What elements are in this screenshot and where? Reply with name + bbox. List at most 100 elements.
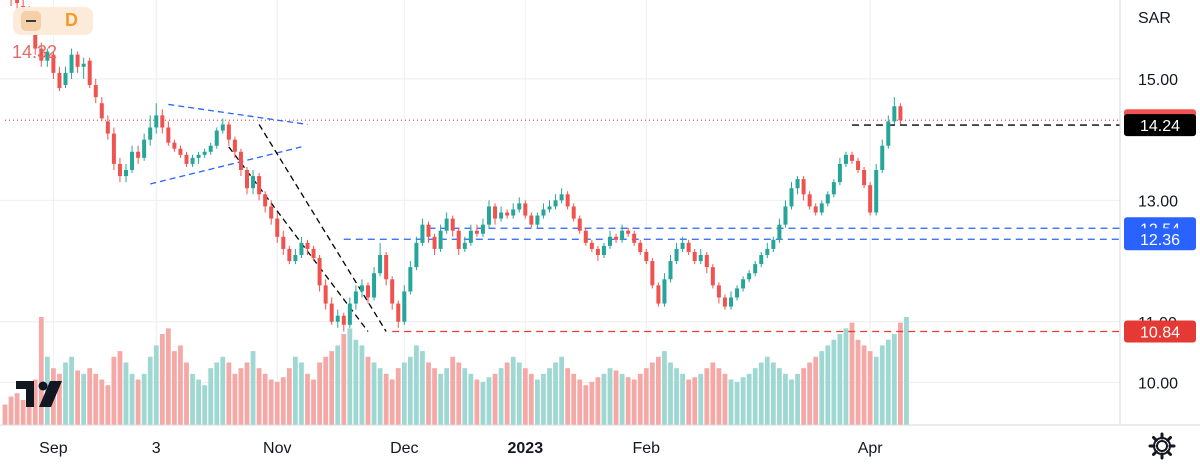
volume-bar bbox=[837, 334, 843, 425]
price-tick-label: 13.00 bbox=[1138, 193, 1178, 210]
volume-bar bbox=[504, 362, 510, 425]
candle-body bbox=[69, 54, 74, 73]
volume-bar bbox=[14, 393, 20, 425]
volume-bar bbox=[885, 339, 891, 425]
volume-bar bbox=[347, 328, 353, 425]
candle-body bbox=[75, 54, 80, 67]
candle-body bbox=[432, 236, 437, 249]
volume-bar bbox=[165, 328, 171, 425]
tradingview-logo-icon bbox=[16, 381, 62, 407]
candle-body bbox=[63, 72, 68, 85]
candle-body bbox=[51, 54, 56, 73]
candle-body bbox=[220, 124, 225, 131]
time-tick-label: Apr bbox=[858, 440, 884, 457]
candle-body bbox=[843, 154, 848, 164]
candle-body bbox=[359, 285, 364, 292]
volume-bar bbox=[879, 345, 885, 425]
volume-bar bbox=[178, 345, 183, 425]
candle-body bbox=[366, 285, 370, 298]
collapse-icon[interactable] bbox=[21, 11, 41, 31]
candle-body bbox=[716, 285, 721, 298]
candle-body bbox=[595, 248, 600, 255]
volume-bar bbox=[323, 356, 329, 425]
candle-body bbox=[202, 151, 207, 155]
candle-body bbox=[335, 315, 340, 322]
candle-body bbox=[166, 127, 171, 143]
volume-bar bbox=[583, 385, 589, 425]
volume-bar bbox=[286, 368, 292, 425]
candle-body bbox=[535, 215, 540, 225]
volume-bar bbox=[438, 373, 443, 425]
candle-body bbox=[874, 170, 879, 213]
trendline bbox=[228, 146, 369, 332]
volume-bar bbox=[468, 373, 474, 425]
interval-badge[interactable]: D bbox=[13, 7, 93, 35]
candle-body bbox=[886, 121, 891, 146]
volume-bar bbox=[843, 328, 849, 425]
volume-bar bbox=[238, 368, 244, 425]
candle-body bbox=[722, 297, 727, 307]
price-label-box bbox=[1124, 228, 1196, 251]
volume-bar bbox=[474, 379, 480, 425]
volume-bar bbox=[299, 362, 304, 425]
candle-body bbox=[45, 51, 50, 61]
candle-body bbox=[729, 297, 733, 307]
candle-body bbox=[837, 163, 842, 183]
price-label-text: 12.36 bbox=[1140, 232, 1180, 249]
volume-bar bbox=[692, 377, 698, 425]
candle-body bbox=[462, 242, 467, 249]
candle-body bbox=[33, 24, 38, 49]
volume-bars bbox=[2, 317, 909, 425]
candle-body bbox=[251, 176, 256, 189]
volume-bar bbox=[123, 362, 129, 425]
candle-body bbox=[747, 273, 752, 280]
volume-bar bbox=[710, 362, 716, 425]
candle-body bbox=[759, 255, 764, 265]
candle-body bbox=[499, 212, 504, 219]
volume-bar bbox=[190, 373, 195, 425]
volume-bar bbox=[589, 381, 595, 425]
candle-body bbox=[184, 154, 189, 164]
candle-body bbox=[692, 251, 697, 262]
candle-body bbox=[474, 230, 479, 234]
candle-body bbox=[789, 188, 794, 207]
candle-body bbox=[148, 127, 153, 140]
currency-label[interactable]: SAR bbox=[1138, 10, 1171, 27]
candle-body bbox=[269, 206, 274, 219]
candle-body bbox=[831, 182, 836, 195]
volume-bar bbox=[87, 368, 93, 425]
volume-bar bbox=[401, 362, 407, 425]
gear-icon[interactable] bbox=[1147, 431, 1177, 461]
volume-bar bbox=[280, 377, 286, 425]
volume-bar bbox=[746, 373, 752, 425]
volume-bar bbox=[867, 351, 873, 425]
volume-bar bbox=[69, 356, 74, 425]
candle-body bbox=[626, 230, 631, 234]
volume-bar bbox=[268, 379, 274, 425]
volume-bar bbox=[607, 368, 613, 425]
candle-body bbox=[517, 203, 522, 210]
volume-bar bbox=[528, 373, 534, 425]
candle-body bbox=[783, 206, 788, 225]
volume-bar bbox=[57, 373, 62, 425]
volume-bar bbox=[813, 356, 819, 425]
volume-bar bbox=[559, 356, 564, 425]
candle-body bbox=[825, 194, 830, 204]
candle-body bbox=[341, 315, 346, 325]
volume-bar bbox=[153, 345, 159, 425]
volume-bar bbox=[565, 368, 571, 425]
volume-bar bbox=[789, 379, 794, 425]
volume-bar bbox=[553, 362, 558, 425]
volume-bar bbox=[601, 373, 607, 425]
volume-bar bbox=[807, 362, 813, 425]
volume-bar bbox=[214, 362, 220, 425]
candle-body bbox=[577, 218, 582, 231]
volume-bar bbox=[407, 356, 413, 425]
candle-body bbox=[656, 285, 661, 304]
volume-bar bbox=[656, 356, 661, 425]
candle-body bbox=[93, 85, 98, 98]
candle-body bbox=[765, 248, 770, 255]
candle-body bbox=[353, 291, 358, 304]
